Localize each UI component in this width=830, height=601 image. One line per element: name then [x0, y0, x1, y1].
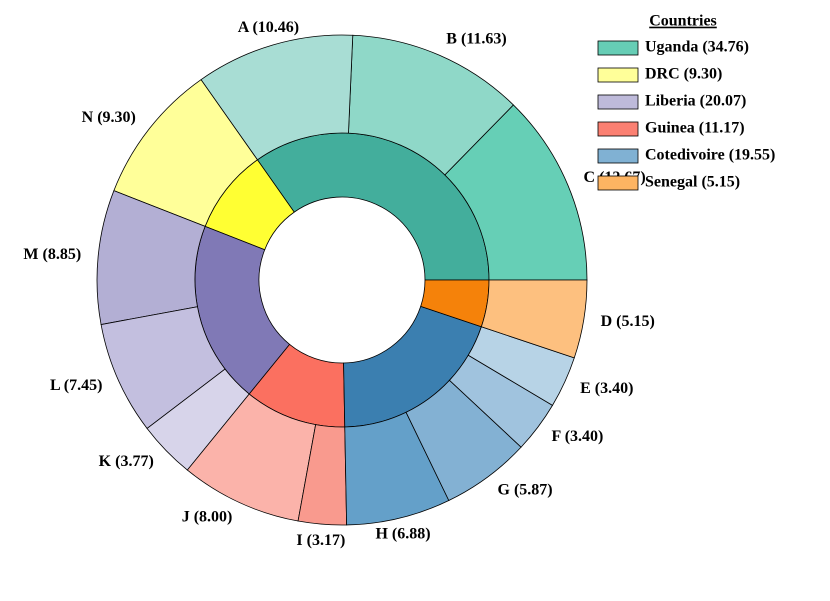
wedge-label: I (3.17): [296, 532, 345, 549]
wedge-label: L (7.45): [50, 377, 102, 394]
legend-swatch: [597, 148, 639, 164]
legend-title: Countries: [649, 13, 717, 30]
wedge-label: K (3.77): [99, 453, 154, 470]
legend-label: Senegal (5.15): [645, 174, 740, 191]
wedge-label: J (8.00): [182, 509, 233, 526]
legend-label: Guinea (11.17): [645, 120, 745, 137]
legend-label: Uganda (34.76): [645, 39, 749, 56]
outer-wedge: [480, 279, 588, 359]
wedge-label: H (6.88): [375, 525, 430, 542]
legend-label: Cotedivoire (19.55): [645, 147, 775, 164]
legend-swatch: [597, 121, 639, 137]
legend-swatch: [597, 94, 639, 110]
wedge-label: D (5.15): [601, 313, 655, 330]
wedge-label: N (9.30): [82, 109, 136, 126]
wedge-label: A (10.46): [238, 19, 299, 36]
legend-swatch: [597, 175, 639, 191]
wedge-label: E (3.40): [580, 380, 633, 397]
wedge-label: G (5.87): [498, 482, 553, 499]
legend-swatch: [597, 67, 639, 83]
legend-label: Liberia (20.07): [645, 93, 746, 110]
wedge-label: B (11.63): [446, 30, 506, 47]
wedge-label: M (8.85): [23, 246, 81, 263]
legend-label: DRC (9.30): [645, 66, 722, 83]
legend-swatch: [597, 40, 639, 56]
wedge-label: F (3.40): [552, 428, 604, 445]
